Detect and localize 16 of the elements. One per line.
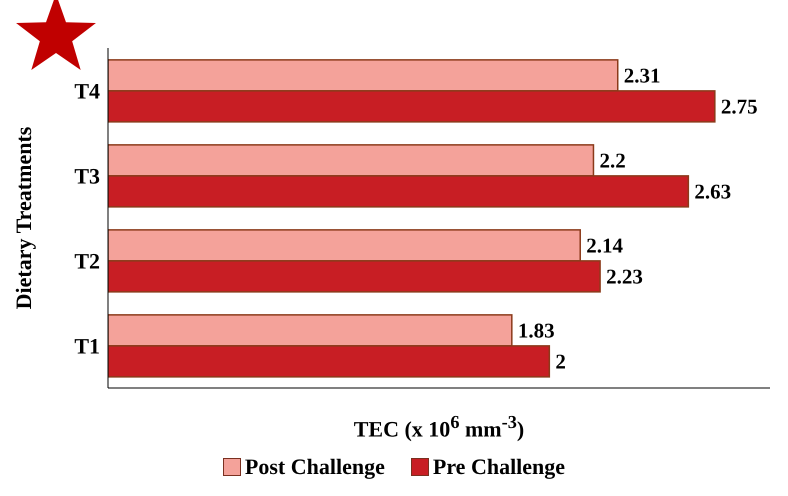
data-label: 1.83	[518, 318, 555, 342]
data-label: 2	[555, 349, 566, 374]
y-tick-label: T4	[74, 78, 100, 104]
y-axis-title: Dietary Treatments	[10, 126, 36, 310]
legend-label: Post Challenge	[244, 454, 385, 480]
x-axis-title: TEC (x 10$^{6}$ mm$^{-3}$)	[352, 412, 526, 442]
data-label: 2.23	[606, 264, 643, 288]
y-tick-label: T2	[74, 248, 100, 274]
y-tick-label: T1	[74, 333, 100, 358]
data-label: 2.31	[624, 63, 660, 88]
legend-label: Pre Challenge	[432, 454, 566, 480]
y-tick-label: T3	[74, 163, 100, 188]
data-label: 2.2	[599, 148, 626, 172]
data-label: 2.14	[586, 233, 624, 258]
data-label: 2.75	[720, 94, 758, 118]
data-label: 2.63	[694, 179, 732, 204]
